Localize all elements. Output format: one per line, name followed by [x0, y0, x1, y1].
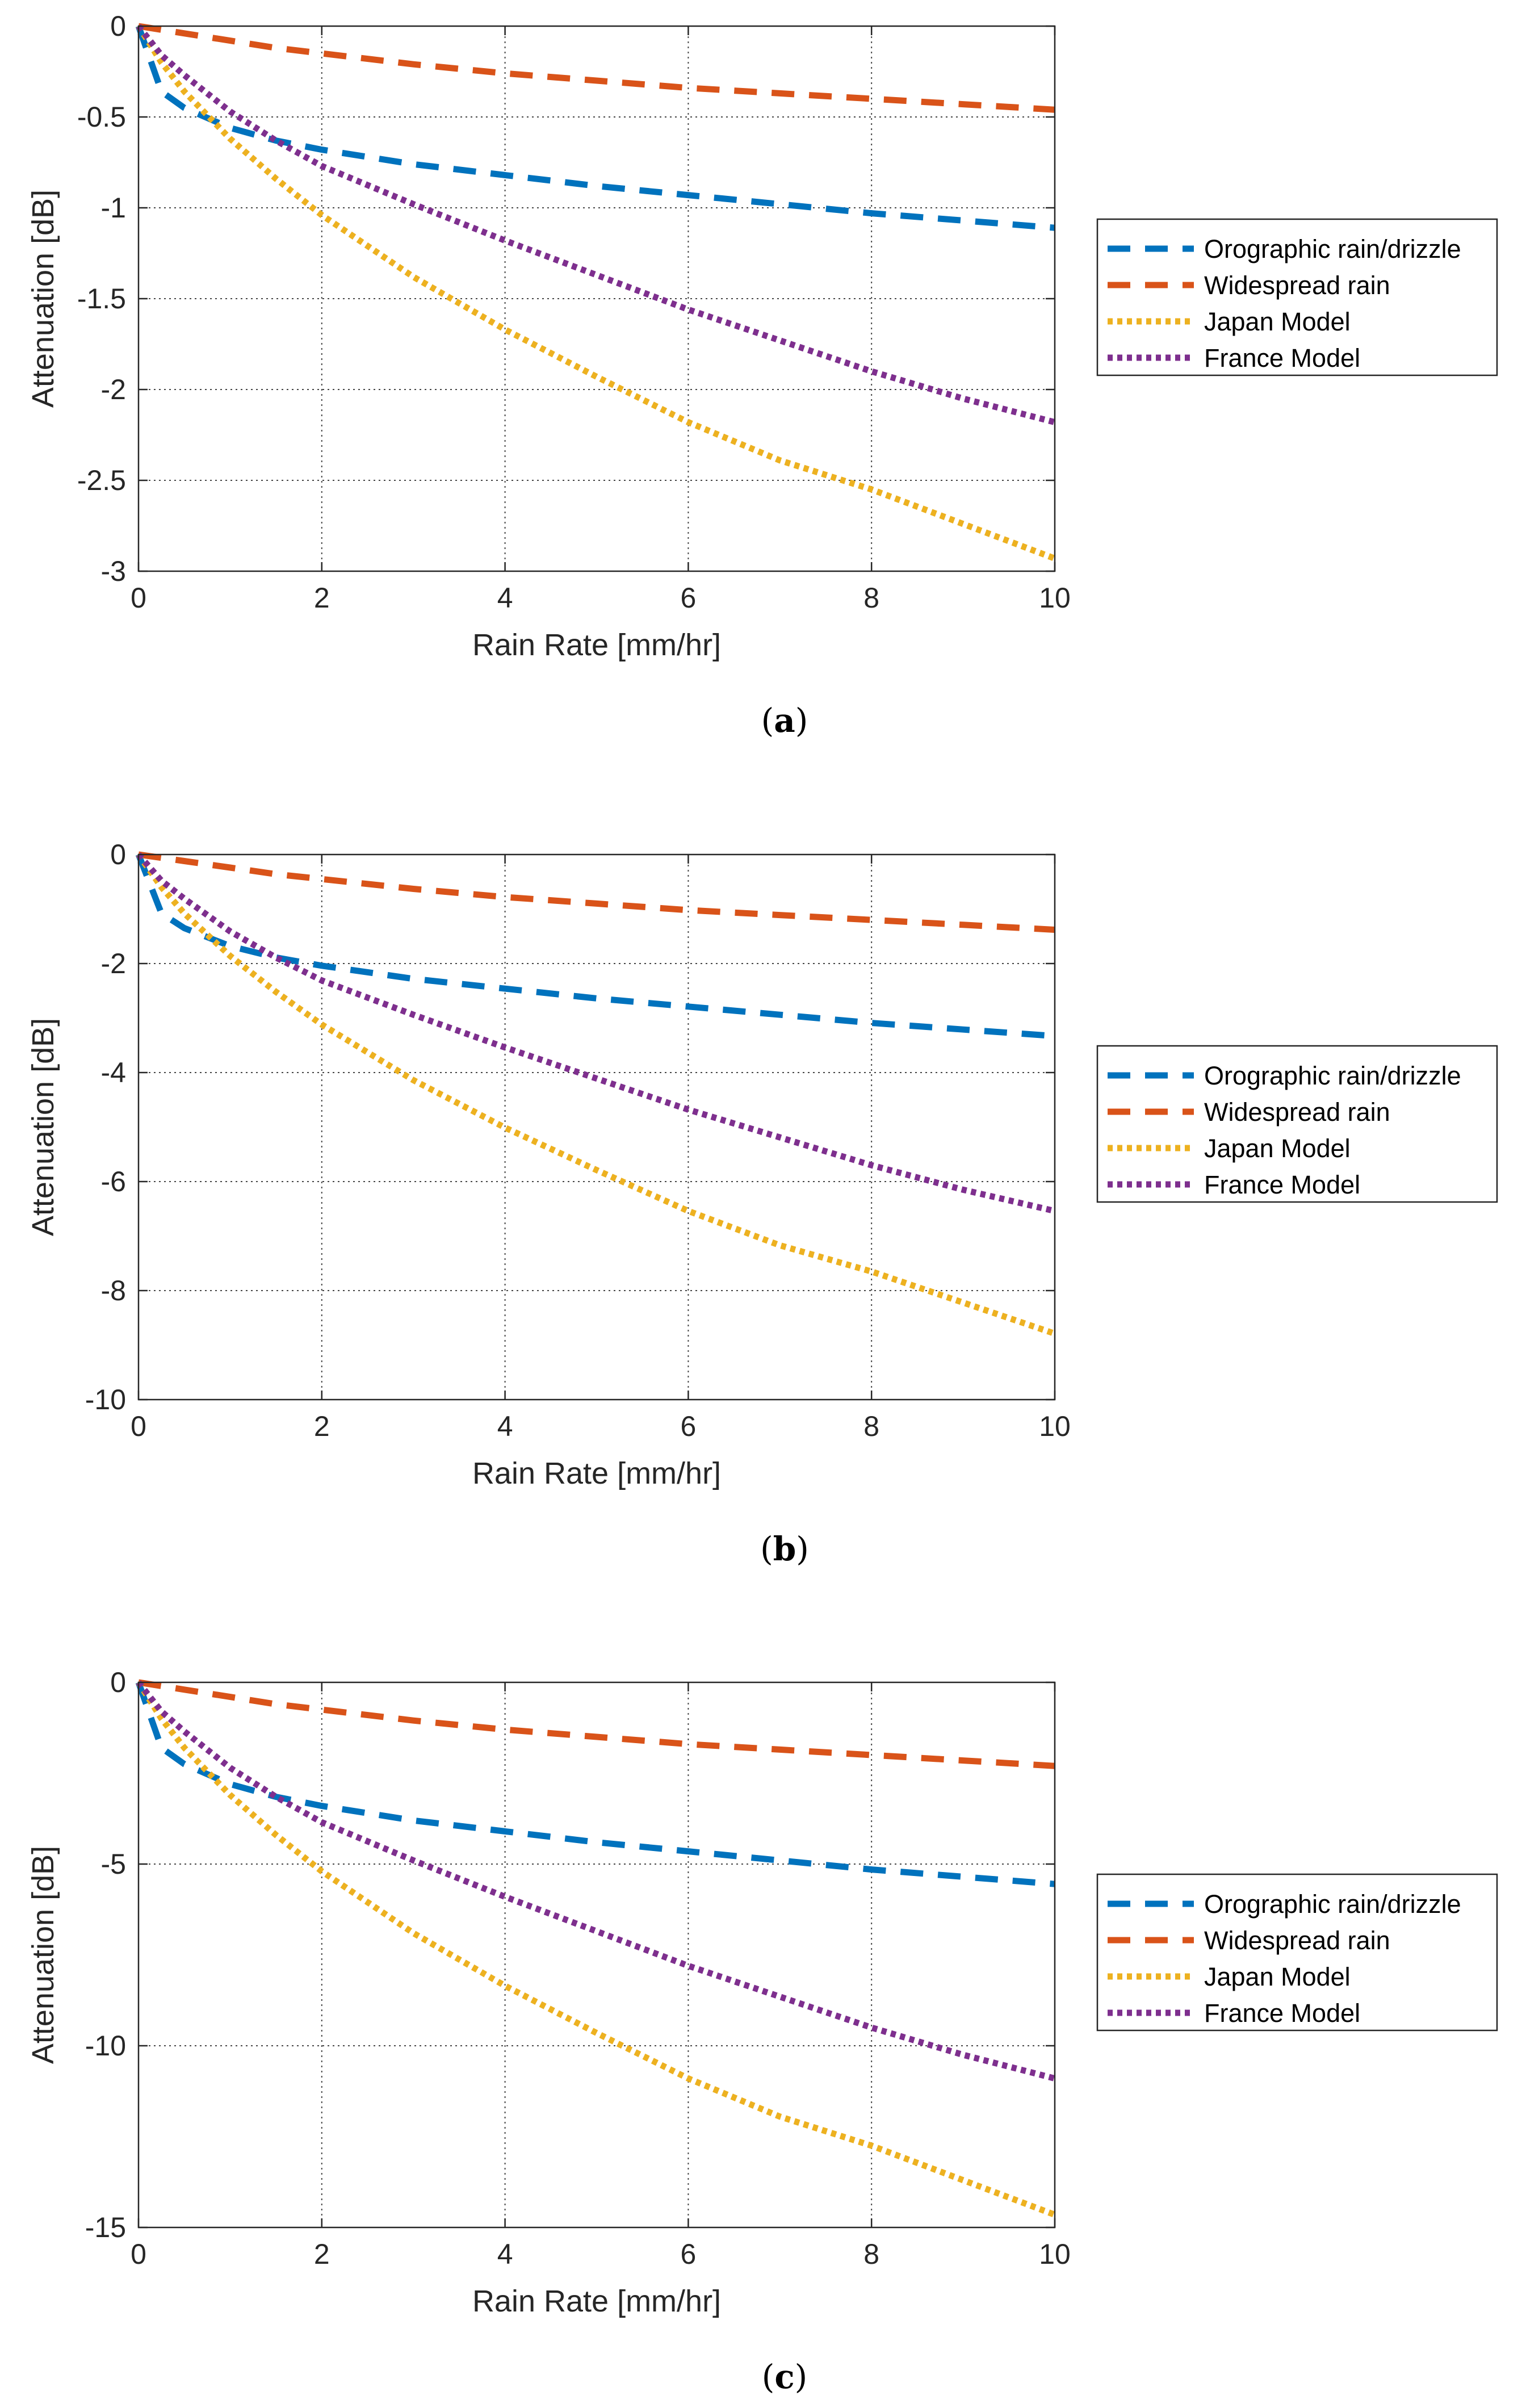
x-tick-label: 2 — [314, 1410, 330, 1442]
y-axis-label: Attenuation [dB] — [26, 1846, 60, 2064]
series-line-1 — [138, 23, 1055, 113]
legend-label: Widespread rain — [1204, 1098, 1390, 1126]
legend-label: Orographic rain/drizzle — [1204, 1890, 1461, 1919]
legend-label: Widespread rain — [1204, 271, 1390, 300]
legend: Orographic rain/drizzle Widespread rain Ja… — [1096, 1045, 1498, 1203]
legend-label: Orographic rain/drizzle — [1204, 1061, 1461, 1090]
axes-box — [137, 25, 1056, 572]
x-tick-label: 2 — [314, 582, 330, 614]
series-line-2 — [136, 1681, 1056, 2218]
x-tick-label: 0 — [131, 2238, 146, 2270]
caption-letter: a — [774, 701, 795, 740]
legend-label: Japan Model — [1204, 1134, 1351, 1163]
legend-box — [1096, 1873, 1498, 2032]
series-line-3 — [136, 852, 1056, 1215]
x-tick-label: 2 — [314, 2238, 330, 2270]
axes-box — [137, 853, 1056, 1401]
caption-letter: b — [773, 1530, 796, 1568]
y-tick-label: -0.5 — [77, 101, 126, 133]
x-tick-label: 6 — [680, 582, 696, 614]
series-line-3 — [136, 24, 1056, 425]
y-tick-label: 0 — [110, 10, 126, 42]
series-line-2 — [136, 24, 1056, 562]
chart-panel-b: 0 2 4 6 8 10 0 -2 -4 -6 -8 -10 Rain Rate [mm/hr] Atte… — [26, 839, 1498, 1568]
legend-label: Orographic rain/drizzle — [1204, 234, 1461, 263]
series-line-2 — [136, 852, 1056, 1337]
panel-caption: (b) — [760, 1530, 809, 1568]
x-tick-label: 8 — [863, 2238, 879, 2270]
y-tick-label: -2.5 — [77, 464, 126, 496]
x-tick-label: 8 — [863, 1410, 879, 1442]
legend-label: Japan Model — [1204, 1962, 1351, 1991]
series-line-3 — [136, 1680, 1056, 2082]
legend-label: France Model — [1204, 344, 1360, 372]
caption-close-paren: ) — [795, 2357, 808, 2396]
caption-open-paren: ( — [762, 2357, 775, 2396]
x-tick-label: 0 — [131, 582, 146, 614]
x-tick-label: 0 — [131, 1410, 146, 1442]
legend-label: France Model — [1204, 1999, 1360, 2028]
legend: Orographic rain/drizzle Widespread rain Ja… — [1096, 1873, 1498, 2032]
y-tick-label: -10 — [85, 2030, 126, 2062]
y-tick-label: 0 — [110, 1666, 126, 1698]
y-axis-label: Attenuation [dB] — [26, 1018, 60, 1236]
y-tick-label: 0 — [110, 839, 126, 870]
x-axis-label: Rain Rate [mm/hr] — [472, 2284, 721, 2318]
chart-panel-a: 0 2 4 6 8 10 0 -0.5 -1 -1.5 -2 -2.5 -3 Rain Rate [mm/… — [26, 10, 1498, 740]
x-tick-label: 4 — [497, 1410, 513, 1442]
caption-close-paren: ) — [795, 701, 808, 740]
x-axis-label: Rain Rate [mm/hr] — [472, 1456, 721, 1490]
series-line-1 — [138, 851, 1055, 933]
x-tick-label: 4 — [497, 582, 513, 614]
y-tick-label: -1 — [101, 192, 126, 224]
panel-caption: (c) — [762, 2357, 808, 2396]
legend-box — [1096, 1045, 1498, 1203]
series-line-0 — [135, 1681, 1055, 1887]
plot-area — [139, 1682, 1055, 2227]
y-tick-label: -6 — [101, 1166, 126, 1197]
legend-box — [1096, 218, 1498, 376]
caption-letter: c — [774, 2357, 794, 2396]
y-tick-label: -4 — [101, 1057, 126, 1088]
legend-label: Japan Model — [1204, 307, 1351, 336]
x-tick-label: 4 — [497, 2238, 513, 2270]
caption-open-paren: ( — [761, 701, 774, 740]
x-tick-label: 6 — [680, 1410, 696, 1442]
x-tick-label: 10 — [1039, 2238, 1071, 2270]
series-line-0 — [135, 25, 1055, 231]
legend-label: France Model — [1204, 1170, 1360, 1199]
y-tick-label: -5 — [101, 1848, 126, 1880]
x-tick-label: 10 — [1039, 1410, 1071, 1442]
series-line-1 — [138, 1679, 1055, 1769]
x-tick-label: 6 — [680, 2238, 696, 2270]
y-tick-label: -2 — [101, 374, 126, 405]
y-tick-label: -8 — [101, 1275, 126, 1306]
axes-box — [137, 1681, 1056, 2229]
chart-panel-c: 0 2 4 6 8 10 0 -5 -10 -15 Rain Rate [mm/hr] Attenua… — [26, 1666, 1498, 2396]
y-tick-label: -15 — [85, 2212, 126, 2243]
x-tick-label: 8 — [863, 582, 879, 614]
plot-area — [139, 26, 1055, 571]
panel-caption: (a) — [761, 701, 808, 740]
plot-area — [139, 855, 1055, 1400]
y-tick-label: -1.5 — [77, 283, 126, 315]
y-tick-label: -3 — [101, 555, 126, 587]
x-tick-label: 10 — [1039, 582, 1071, 614]
legend: Orographic rain/drizzle Widespread rain Ja… — [1096, 218, 1498, 376]
caption-close-paren: ) — [796, 1530, 809, 1568]
series-line-0 — [135, 853, 1055, 1040]
y-tick-label: -2 — [101, 948, 126, 979]
y-axis-label: Attenuation [dB] — [26, 190, 60, 408]
caption-open-paren: ( — [760, 1530, 773, 1568]
legend-label: Widespread rain — [1204, 1926, 1390, 1955]
x-axis-label: Rain Rate [mm/hr] — [472, 628, 721, 662]
y-tick-label: -10 — [85, 1384, 126, 1416]
